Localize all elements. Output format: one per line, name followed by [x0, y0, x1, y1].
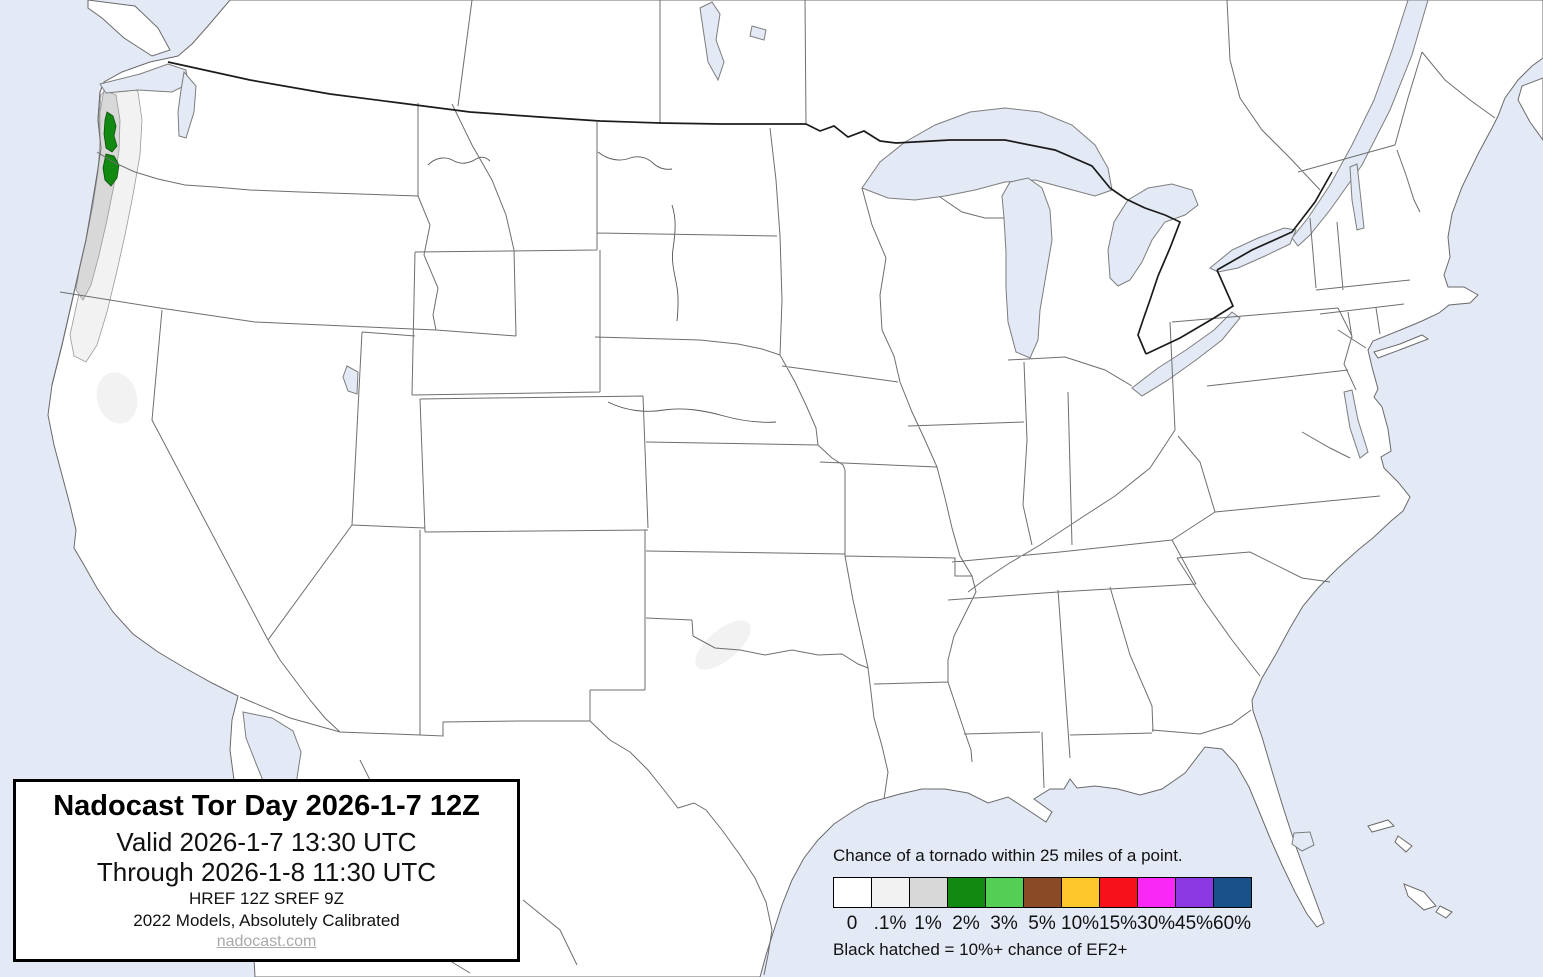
legend-label-60: 60% — [1213, 913, 1252, 934]
great-salt-lake — [342, 365, 359, 395]
legend-swatch-60 — [1213, 877, 1252, 908]
lake-erie — [1131, 311, 1241, 397]
forecast-through-time: Through 2026-1-8 11:30 UTC — [96, 857, 437, 888]
legend-labels: 0 .1% 1% 2% 3% 5% 10% 15% 30% 45% 60% — [833, 913, 1252, 935]
nova-scotia — [1517, 77, 1543, 141]
forecast-models: HREF 12Z SREF 9Z — [189, 889, 344, 909]
legend-label-10: 10% — [1061, 913, 1100, 934]
legend-swatch-30 — [1137, 877, 1176, 908]
legend-label-15: 15% — [1099, 913, 1138, 934]
legend-label-2: 2% — [952, 913, 980, 934]
probability-area-2pct-north — [103, 111, 118, 153]
pnw-coastline-restroke — [51, 81, 105, 386]
nadocast-website-link[interactable]: nadocast.com — [216, 932, 317, 950]
bahamas-islands — [1367, 819, 1453, 919]
lake-champlain — [1349, 163, 1365, 231]
legend-label-5: 5% — [1028, 913, 1056, 934]
forecast-valid-time: Valid 2026-1-7 13:30 UTC — [116, 827, 417, 858]
lake-okeechobee — [1291, 831, 1315, 852]
legend-swatch-15 — [1099, 877, 1138, 908]
lake-superior — [861, 107, 1113, 201]
lake-winnipeg — [699, 1, 767, 82]
legend-label-30: 30% — [1137, 913, 1176, 934]
us-canada-border — [167, 61, 1333, 355]
lake-michigan — [1001, 177, 1053, 359]
legend-swatch-2 — [947, 877, 986, 908]
legend-swatch-3 — [985, 877, 1024, 908]
forecast-title-box: Nadocast Tor Day 2026-1-7 12Z Valid 2026… — [13, 779, 520, 962]
probability-spot-norcal — [96, 372, 138, 424]
legend-label-p1: .1% — [873, 913, 907, 934]
legend-label-0: 0 — [846, 913, 858, 934]
legend-swatch-10 — [1061, 877, 1100, 908]
legend-swatch-5 — [1023, 877, 1062, 908]
legend-swatch-1 — [909, 877, 948, 908]
legend-caption: Chance of a tornado within 25 miles of a… — [833, 846, 1183, 865]
legend-label-3: 3% — [990, 913, 1018, 934]
probability-spot-oklahoma — [695, 620, 751, 670]
major-rivers — [427, 151, 777, 423]
legend-hatch-note: Black hatched = 10%+ chance of EF2+ — [833, 940, 1128, 959]
legend-label-45: 45% — [1175, 913, 1214, 934]
st-lawrence-river — [1291, 0, 1429, 247]
forecast-title: Nadocast Tor Day 2026-1-7 12Z — [53, 789, 480, 822]
chesapeake-bay — [1343, 389, 1369, 459]
long-island — [1373, 334, 1430, 359]
forecast-calibration: 2022 Models, Absolutely Calibrated — [133, 911, 400, 931]
landmass-group — [47, 0, 1543, 977]
state-boundaries — [59, 0, 1496, 976]
north-america-landmass — [47, 0, 1543, 977]
legend-color-scale — [833, 877, 1252, 908]
legend-swatch-p1 — [871, 877, 910, 908]
legend-label-1: 1% — [914, 913, 942, 934]
legend-swatch-45 — [1175, 877, 1214, 908]
vancouver-island — [87, 0, 171, 57]
probability-area-2pct-south — [102, 153, 120, 187]
legend-swatch-0 — [833, 877, 872, 908]
forecast-probability-overlays — [69, 79, 751, 670]
lake-huron — [1107, 183, 1199, 287]
puget-sound — [177, 70, 197, 139]
inland-waters-group — [99, 0, 1429, 852]
